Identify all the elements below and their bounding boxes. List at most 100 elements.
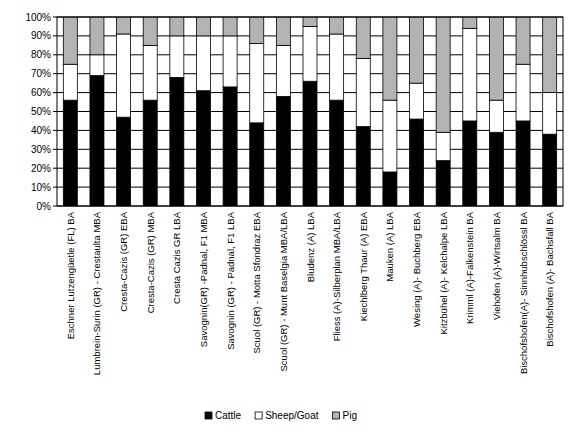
x-tick-label: Mauken (A) LBA [384, 211, 395, 281]
y-tick-label: 20% [31, 163, 51, 174]
legend-label: Cattle [215, 410, 242, 421]
bars [63, 17, 556, 206]
legend-label: Pig [343, 410, 357, 421]
bar-segment [489, 17, 503, 100]
x-tick-label: Scuol (GR) - Motta Sfondraz EBA [251, 211, 262, 353]
tick-mark [53, 35, 57, 36]
bar-segment [330, 17, 344, 34]
bar-segment [170, 17, 184, 36]
tick-mark [53, 17, 57, 18]
bar-segment [170, 77, 184, 206]
bar-segment [410, 83, 424, 119]
bar-segment [170, 36, 184, 78]
y-tick-label: 60% [31, 87, 51, 98]
y-tick-label: 80% [31, 49, 51, 60]
tick-mark [53, 187, 57, 188]
bar-segment [383, 172, 397, 206]
bar-segment [276, 17, 290, 45]
bar-segment [463, 17, 477, 28]
bar-segment [63, 64, 77, 100]
tick-mark [53, 92, 57, 93]
x-tick-label: Eschner Lutzengüetle (FL) BA [65, 211, 76, 339]
bar-segment [196, 17, 210, 36]
plot-frame [57, 17, 563, 206]
bar-segment [330, 100, 344, 206]
bar-segment [250, 43, 264, 122]
bar-segment [223, 17, 237, 36]
bar-segment [463, 121, 477, 206]
bar-segment [463, 28, 477, 121]
bar-segment [356, 59, 370, 127]
bar-segment [330, 34, 344, 100]
bar-segment [250, 123, 264, 206]
bar-segment [143, 17, 157, 45]
bar-segment [223, 36, 237, 87]
bar-segment [356, 127, 370, 206]
y-tick-label: 0% [37, 201, 52, 212]
bar-segment [117, 34, 131, 117]
x-tick-label: Scuol (GR) - Munt Baselgia MBA/LBA [278, 211, 289, 371]
bar-segment [516, 17, 530, 64]
bar-segment [303, 26, 317, 81]
tick-mark [53, 168, 57, 169]
bar-segment [410, 17, 424, 83]
bar-segment [303, 17, 317, 26]
bar-segment [410, 119, 424, 206]
tick-mark [53, 149, 57, 150]
bar-segment [90, 17, 104, 55]
bar-segment [543, 17, 557, 93]
bar-segment [196, 91, 210, 206]
x-tick-label: Bischofshofen (A)- Bachsfall BA [544, 211, 555, 346]
bar-segment [90, 55, 104, 76]
y-tick-label: 70% [31, 68, 51, 79]
tick-mark [53, 130, 57, 131]
bar-segment [143, 100, 157, 206]
bar-segment [143, 45, 157, 100]
bar-segment [250, 17, 264, 43]
bar-segment [63, 17, 77, 64]
y-tick-label: 10% [31, 182, 51, 193]
x-tick-label: Lumbrein-Surin (GR) - Crestaulta MBA [91, 211, 102, 375]
y-tick-label: 50% [31, 106, 51, 117]
x-tick-label: Savognin(GR) -Padnal, F1 MBA [198, 211, 209, 347]
tick-mark [53, 54, 57, 55]
y-tick-label: 100% [25, 12, 51, 23]
x-tick-label: Wesing (A)- Buchberg EBA [411, 211, 422, 327]
bar-segment [489, 100, 503, 132]
x-tick-label: Savognin (GR) - Padnal, F1 LBA [225, 211, 236, 349]
y-tick-label: 40% [31, 125, 51, 136]
x-tick-label: Bischofshofen(A)- Sinnhubschlössl BA [518, 211, 529, 374]
bar-segment [516, 64, 530, 121]
legend-swatch [255, 412, 262, 419]
x-tick-label: Viehofen (A)-Wirtsalm BA [491, 211, 502, 320]
bar-segment [90, 76, 104, 206]
bar-segment [276, 96, 290, 206]
tick-mark [53, 73, 57, 74]
bar-segment [436, 132, 450, 160]
bar-segment [543, 93, 557, 135]
bar-segment [117, 17, 131, 34]
legend: Cattle Sheep/Goat Pig [205, 410, 357, 421]
x-tick-label: Cresta-Cazis (GR) EBA [118, 211, 129, 311]
y-tick-label: 90% [31, 30, 51, 41]
bar-segment [196, 36, 210, 91]
x-tick-label: Fliess (A)-Silberplan MBA/LBA [331, 211, 342, 341]
bar-segment [223, 87, 237, 206]
x-tick-label: Bludenz (A) LBA [305, 211, 316, 282]
legend-swatch [205, 412, 212, 419]
bar-segment [489, 132, 503, 206]
bar-segment [383, 17, 397, 100]
x-tick-label: Kiechlberg Thaur (A) EBA [358, 211, 369, 321]
bar-segment [303, 81, 317, 206]
tick-mark [53, 111, 57, 112]
x-tick-label: Cresta-Cazis (GR) MBA [145, 211, 156, 313]
bar-segment [436, 161, 450, 206]
tick-mark [53, 206, 57, 207]
x-tick-label: Kitzbühel (A)- Kelchalpe LBA [438, 211, 449, 334]
legend-swatch [333, 412, 340, 419]
bar-segment [276, 45, 290, 96]
legend-label: Sheep/Goat [265, 410, 319, 421]
bar-segment [117, 117, 131, 206]
chart: 0%10%20%30%40%50%60%70%80%90%100%Eschner… [0, 0, 569, 432]
bar-segment [516, 121, 530, 206]
